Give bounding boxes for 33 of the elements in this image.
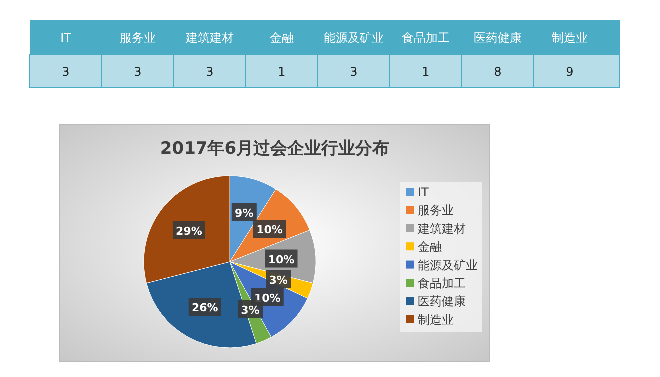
legend-label: IT xyxy=(418,186,430,200)
data-label: 3% xyxy=(241,304,260,317)
data-label: 10% xyxy=(254,292,281,305)
data-label: 26% xyxy=(192,302,218,315)
data-label: 3 xyxy=(134,65,142,79)
legend-label: 服务业 xyxy=(418,204,454,218)
data-label: 10% xyxy=(268,253,295,266)
data-label: 8 xyxy=(494,65,502,79)
category-label: IT xyxy=(60,31,72,45)
category-label: 建筑建材 xyxy=(185,31,234,45)
data-label: 9 xyxy=(566,65,574,79)
data-label: 3 xyxy=(206,65,214,79)
data-label: 10% xyxy=(256,224,283,237)
category-label: 能源及矿业 xyxy=(324,31,384,45)
category-label: 金融 xyxy=(270,31,294,45)
data-label: 3 xyxy=(350,65,358,79)
legend-label: 制造业 xyxy=(418,312,454,327)
data-label: 1 xyxy=(422,65,430,79)
data-label: 3 xyxy=(62,65,70,79)
legend-label: 建筑建材 xyxy=(417,222,466,236)
legend-label: 食品加工 xyxy=(418,276,466,290)
legend-label: 医药健康 xyxy=(418,294,466,309)
data-label: 9% xyxy=(235,206,254,220)
legend-label: 能源及矿业 xyxy=(418,258,478,272)
chart-title: 2017年6月过会企业行业分布 xyxy=(160,139,390,159)
category-label: 食品加工 xyxy=(402,31,450,45)
category-label: 服务业 xyxy=(120,31,156,45)
legend-label: 金融 xyxy=(418,240,442,254)
category-label: 制造业 xyxy=(552,31,588,45)
data-label: 3% xyxy=(269,274,288,287)
data-label: 29% xyxy=(176,224,202,238)
data-label: 1 xyxy=(278,65,286,79)
category-label: 医药健康 xyxy=(474,31,522,45)
